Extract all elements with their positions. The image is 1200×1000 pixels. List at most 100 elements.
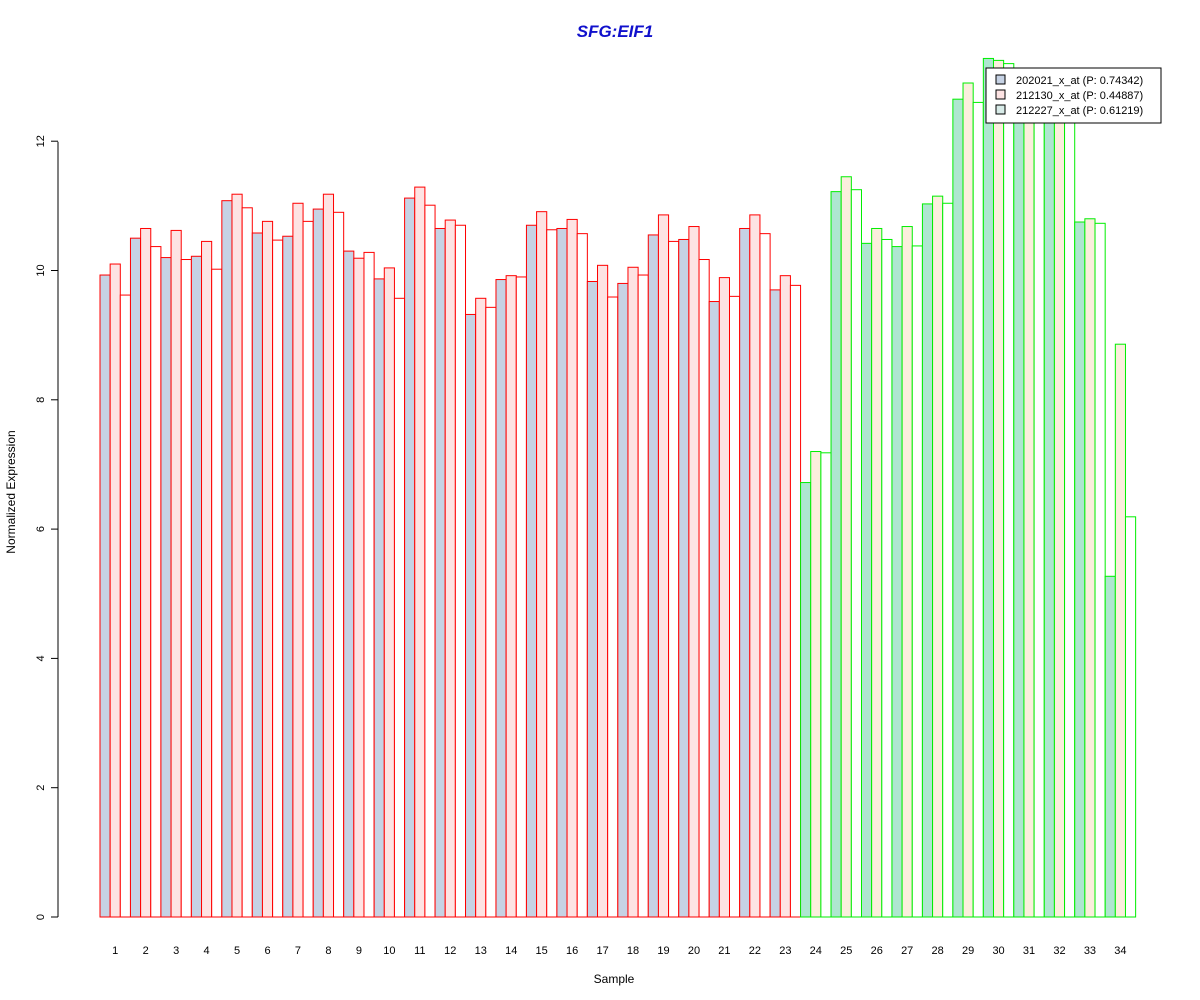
bar-sample-3-series-2 <box>170 229 182 918</box>
y-tick-label: 0 <box>35 914 47 920</box>
bar-sample-13-series-2 <box>475 297 487 918</box>
bar-sample-18-series-2 <box>627 266 639 918</box>
bar-sample-9-series-1 <box>343 250 355 918</box>
bar-sample-5-series-1 <box>221 200 233 918</box>
x-tick-label: 20 <box>688 945 700 957</box>
legend-entry-1: 202021_x_at (P: 0.74342) <box>1016 75 1143 87</box>
bar-sample-3-series-1 <box>160 257 172 918</box>
x-tick-label: 18 <box>627 945 639 957</box>
bar-sample-9-series-2 <box>353 257 365 918</box>
bar-sample-29-series-2 <box>962 82 974 918</box>
bar-sample-16-series-2 <box>566 218 578 918</box>
bar-sample-8-series-1 <box>312 208 324 918</box>
bar-sample-16-series-1 <box>556 227 568 918</box>
bar-sample-28-series-1 <box>921 203 934 918</box>
bar-sample-20-series-2 <box>688 226 700 918</box>
bar-sample-4-series-1 <box>190 255 203 918</box>
y-tick-label: 8 <box>35 397 47 403</box>
bar-sample-9-series-3 <box>363 251 375 918</box>
bar-sample-23-series-3 <box>789 284 802 918</box>
bar-sample-21-series-3 <box>729 295 741 918</box>
bar-sample-24-series-3 <box>820 452 832 918</box>
bar-sample-6-series-1 <box>251 232 263 918</box>
y-tick-label: 6 <box>35 526 47 532</box>
bar-sample-1-series-3 <box>119 294 131 918</box>
legend-swatch-1 <box>995 74 1006 85</box>
bar-sample-25-series-3 <box>850 189 862 918</box>
bar-sample-6-series-3 <box>272 239 284 918</box>
x-tick-label: 10 <box>383 945 395 957</box>
bar-sample-20-series-1 <box>678 238 690 918</box>
x-tick-label: 31 <box>1023 945 1035 957</box>
bar-sample-11-series-3 <box>424 204 436 918</box>
bar-sample-24-series-2 <box>810 451 822 918</box>
x-tick-label: 8 <box>325 945 331 957</box>
bar-sample-19-series-2 <box>657 214 670 918</box>
bar-sample-23-series-2 <box>779 275 791 918</box>
x-tick-label: 5 <box>234 945 240 957</box>
bar-sample-10-series-1 <box>373 278 385 918</box>
bar-sample-23-series-1 <box>769 289 781 918</box>
bar-sample-30-series-3 <box>1003 63 1015 918</box>
bar-sample-34-series-1 <box>1104 575 1116 918</box>
x-tick-label: 24 <box>810 945 822 957</box>
bar-sample-29-series-1 <box>952 98 964 918</box>
bar-sample-19-series-3 <box>668 240 680 918</box>
bar-sample-16-series-3 <box>576 233 588 918</box>
bar-sample-13-series-1 <box>465 313 477 918</box>
x-axis-label: Sample <box>594 972 635 986</box>
bar-sample-2-series-2 <box>140 227 152 918</box>
y-axis-label: Normalized Expression <box>4 430 18 553</box>
x-tick-label: 16 <box>566 945 578 957</box>
x-tick-label: 9 <box>356 945 362 957</box>
bar-sample-8-series-3 <box>333 211 345 918</box>
bar-sample-12-series-2 <box>444 219 456 918</box>
legend-box <box>985 67 1162 124</box>
legend-entry-2: 212130_x_at (P: 0.44887) <box>1016 90 1143 102</box>
bar-sample-24-series-1 <box>800 482 812 918</box>
bar-sample-1-series-2 <box>109 263 121 918</box>
bar-sample-13-series-3 <box>485 306 497 918</box>
bar-sample-11-series-2 <box>414 186 426 918</box>
x-tick-label: 17 <box>596 945 608 957</box>
x-tick-label: 25 <box>840 945 852 957</box>
bar-sample-11-series-1 <box>404 197 416 918</box>
bar-sample-2-series-1 <box>129 237 142 918</box>
bar-sample-7-series-3 <box>302 220 314 918</box>
bar-sample-30-series-1 <box>982 57 994 918</box>
bar-sample-12-series-1 <box>434 227 446 918</box>
bar-sample-14-series-1 <box>495 279 507 918</box>
bar-sample-27-series-2 <box>901 226 913 918</box>
bar-sample-10-series-2 <box>383 267 395 918</box>
bar-sample-7-series-2 <box>292 202 304 918</box>
bar-sample-12-series-3 <box>454 224 467 918</box>
bar-sample-33-series-3 <box>1094 222 1106 918</box>
bar-sample-33-series-2 <box>1084 218 1096 918</box>
bar-sample-4-series-3 <box>211 268 223 918</box>
x-tick-label: 14 <box>505 945 517 957</box>
x-tick-label: 1 <box>112 945 118 957</box>
x-tick-label: 23 <box>779 945 791 957</box>
legend-swatch-2 <box>995 89 1006 100</box>
x-tick-label: 27 <box>901 945 913 957</box>
bar-sample-22-series-1 <box>739 227 751 918</box>
bar-sample-27-series-3 <box>911 245 923 918</box>
x-tick-label: 7 <box>295 945 301 957</box>
bar-sample-8-series-2 <box>322 193 335 918</box>
bar-sample-3-series-3 <box>180 259 192 918</box>
bar-sample-18-series-3 <box>637 274 649 918</box>
bar-sample-25-series-1 <box>830 191 842 918</box>
legend-entry-3: 212227_x_at (P: 0.61219) <box>1016 105 1143 117</box>
bar-sample-2-series-3 <box>150 246 162 918</box>
legend: 202021_x_at (P: 0.74342) 212130_x_at (P:… <box>985 67 1162 124</box>
bar-sample-5-series-2 <box>231 193 243 918</box>
bar-sample-22-series-3 <box>759 233 771 918</box>
bar-sample-20-series-3 <box>698 259 710 918</box>
bar-sample-17-series-2 <box>597 264 609 918</box>
bar-sample-1-series-1 <box>99 274 111 918</box>
x-tick-label: 13 <box>475 945 487 957</box>
x-tick-label: 30 <box>992 945 1004 957</box>
bar-sample-30-series-2 <box>992 59 1005 918</box>
x-tick-label: 29 <box>962 945 974 957</box>
